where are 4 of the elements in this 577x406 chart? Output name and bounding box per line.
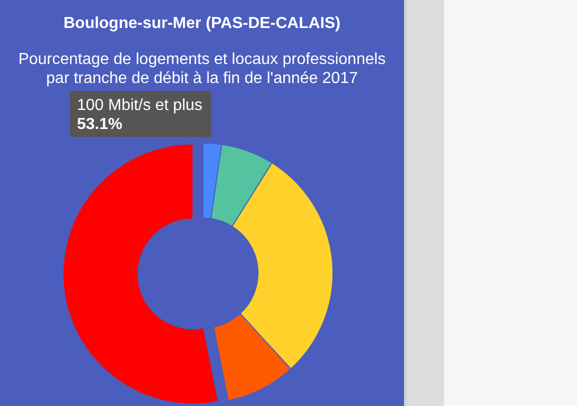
- data-label: 53.1%: [77, 116, 122, 133]
- chart-title: Boulogne-sur-Mer (PAS-DE-CALAIS): [63, 15, 341, 32]
- chart-subtitle: Pourcentage de logements et locaux professionnels par tranche de débit à la fin de l'année 2017: [18, 51, 386, 87]
- slice-label: 100 Mbit/s et plus: [77, 97, 202, 114]
